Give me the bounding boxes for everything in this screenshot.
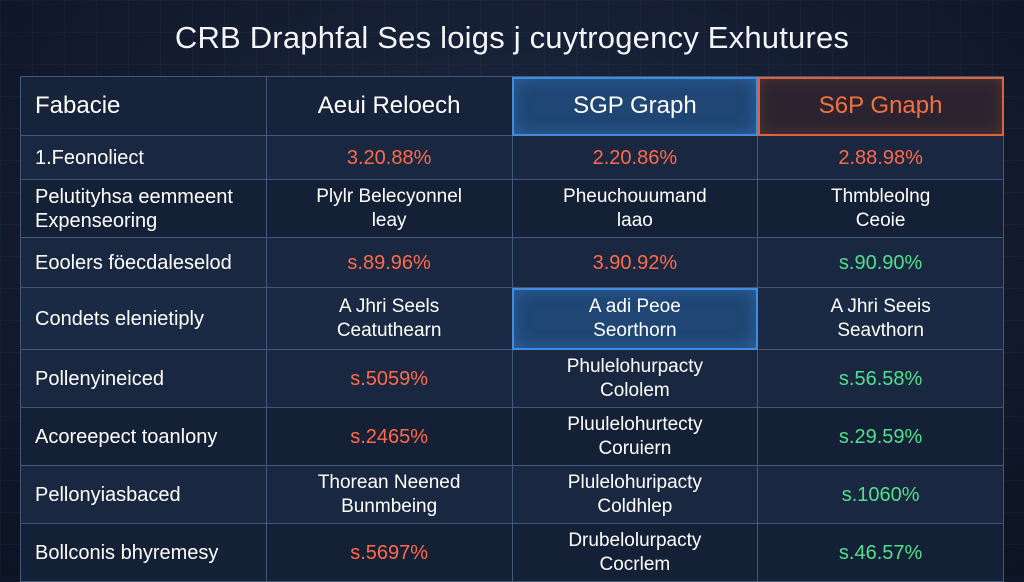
cell-subtext: Cololem <box>600 379 670 401</box>
row-label: Condets elenietiply <box>20 287 267 350</box>
cell-value: A Jhri Seels <box>338 295 440 317</box>
cell-subtext: Ceoie <box>855 209 906 231</box>
page-title: CRB Draphfal Ses loigs j cuytrogency Exh… <box>174 20 850 55</box>
row-label: Acoreepect toanlony <box>20 407 267 466</box>
table-cell: s.5059% <box>265 349 513 408</box>
column-header: SGP Graph <box>511 76 759 136</box>
table-cell: 3.90.92% <box>511 237 759 288</box>
table-cell: Pheuchouumand laao <box>511 179 759 238</box>
table-cell: Thorean Neened Bunmbeing <box>265 465 513 524</box>
table-cell: s.46.57% <box>757 523 1004 582</box>
cell-value: 3.20.88% <box>346 146 432 169</box>
table-row: Pelutityhsa eemmeent Expenseoring Plylr B… <box>20 179 1004 238</box>
table-cell: s.2465% <box>265 407 513 466</box>
table-header-row: Fabacie Aeui Reloech SGP Graph S6P Gnaph <box>20 76 1004 136</box>
table-cell: Thmbleolng Ceoie <box>757 179 1004 238</box>
cell-subtext: Bunmbeing <box>341 495 438 517</box>
table-cell: 3.20.88% <box>265 135 513 180</box>
cell-value: s.90.90% <box>838 251 923 274</box>
cell-value: Thorean Neened <box>317 471 461 493</box>
cell-subtext: Seavthorn <box>837 319 924 341</box>
cell-value: 2.20.86% <box>592 146 678 169</box>
column-header: Fabacie <box>20 76 267 136</box>
cell-value: s.89.96% <box>347 251 431 274</box>
row-label: Pollenyineiced <box>20 349 267 408</box>
cell-value: Pheuchouumand <box>563 185 707 207</box>
cell-subtext: leay <box>371 209 407 231</box>
cell-value: 2.88.98% <box>838 146 923 169</box>
cell-subtext: Coruiern <box>598 437 672 459</box>
table-cell: Pluulelohurtecty Coruiern <box>511 407 759 466</box>
cell-value: A Jhri Seeis <box>830 295 931 317</box>
table-cell: s.1060% <box>757 465 1004 524</box>
column-header: S6P Gnaph <box>757 76 1004 136</box>
cell-value: s.5697% <box>350 541 429 564</box>
cell-value: Plylr Belecyonnel <box>316 185 462 207</box>
cell-subtext: Cocrlem <box>599 553 671 575</box>
table-row: Pellonyiasbaced Thorean Neened Bunmbeing Pl… <box>20 465 1004 524</box>
cell-value: s.46.57% <box>838 541 923 564</box>
cell-subtext: Seorthorn <box>593 319 677 341</box>
table-cell: Plylr Belecyonnel leay <box>265 179 513 238</box>
table-cell: 2.88.98% <box>757 135 1004 180</box>
cell-subtext: laao <box>616 209 653 231</box>
table-row: 1.Feonoliect 3.20.88% 2.20.86% 2.88.98% <box>20 135 1004 180</box>
cell-value: 3.90.92% <box>592 251 678 274</box>
cell-subtext: Coldhlep <box>597 495 673 517</box>
row-label: Pelutityhsa eemmeent Expenseoring <box>20 179 267 238</box>
table-cell: s.5697% <box>265 523 513 582</box>
table-cell: s.89.96% <box>265 237 513 288</box>
cell-subtext: Ceatuthearn <box>336 319 442 341</box>
cell-value: A adi Peoe <box>588 295 681 317</box>
cell-value: s.2465% <box>350 425 429 448</box>
table-cell: Phulelohurpacty Cololem <box>511 349 759 408</box>
table-cell: s.56.58% <box>757 349 1004 408</box>
table-cell: Drubelolurpacty Cocrlem <box>511 523 759 582</box>
table-cell: Plulelohuripacty Coldhlep <box>511 465 759 524</box>
cell-value: s.29.59% <box>838 425 923 448</box>
table-row: Eoolers föecdaleselod s.89.96% 3.90.92% s.9… <box>20 237 1004 288</box>
cell-value: Thmbleolng <box>830 185 931 207</box>
table-cell: A Jhri Seels Ceatuthearn <box>265 287 513 350</box>
row-label: Bollconis bhyremesy <box>20 523 267 582</box>
table-cell: A Jhri Seeis Seavthorn <box>757 287 1004 350</box>
row-label: Eoolers föecdaleselod <box>20 237 267 288</box>
column-header: Aeui Reloech <box>265 76 513 136</box>
table-cell: 2.20.86% <box>511 135 759 180</box>
table-cell: s.90.90% <box>757 237 1004 288</box>
table-cell: s.29.59% <box>757 407 1004 466</box>
comparison-table: Fabacie Aeui Reloech SGP Graph S6P Gnaph 1.F… <box>20 76 1004 582</box>
cell-value: Phulelohurpacty <box>566 355 703 377</box>
table-row: Acoreepect toanlony s.2465% Pluulelohurtec… <box>20 407 1004 466</box>
table-cell: A adi Peoe Seorthorn <box>511 287 759 350</box>
cell-value: Pluulelohurtecty <box>567 413 703 435</box>
cell-value: s.1060% <box>841 483 920 506</box>
cell-value: s.56.58% <box>838 367 923 390</box>
row-label: 1.Feonoliect <box>20 135 267 180</box>
cell-value: Drubelolurpacty <box>568 529 702 551</box>
cell-value: Plulelohuripacty <box>567 471 702 493</box>
table-row: Pollenyineiced s.5059% Phulelohurpacty Colo… <box>20 349 1004 408</box>
cell-value: s.5059% <box>350 367 429 390</box>
row-label: Pellonyiasbaced <box>20 465 267 524</box>
table-row: Bollconis bhyremesy s.5697% Drubelolurpact… <box>20 523 1004 582</box>
table-row: Condets elenietiply A Jhri Seels Ceatuthea… <box>20 287 1004 350</box>
